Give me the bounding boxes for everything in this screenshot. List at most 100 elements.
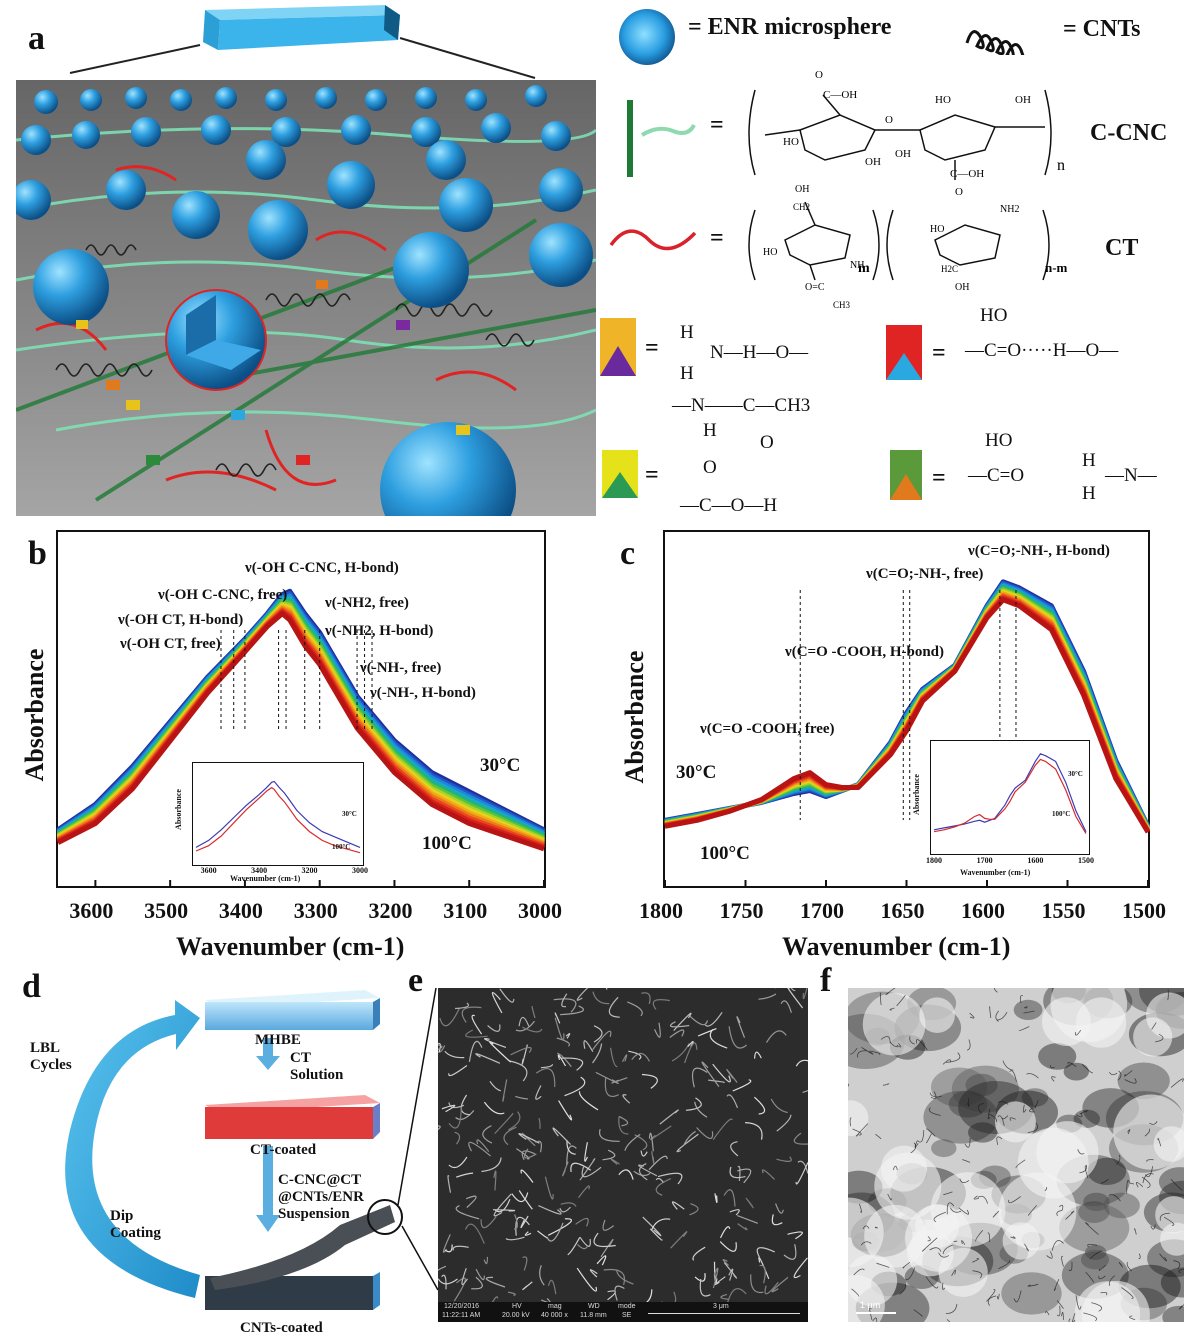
sem-nanotube — [535, 1085, 542, 1100]
sem-nanotube — [522, 1281, 533, 1291]
sem-nanotube — [714, 1193, 718, 1204]
tem-nanotube — [1127, 1129, 1131, 1135]
tem-nanotube — [1149, 1121, 1158, 1125]
sem-nanotube — [559, 1206, 571, 1213]
tem-nanotube — [925, 1276, 939, 1289]
sem-nanotube — [556, 1037, 571, 1047]
tem-nanotube — [1170, 1078, 1184, 1088]
tem-nanotube — [889, 1007, 895, 1011]
tem-cnt-cluster — [1063, 1062, 1089, 1081]
sem-nanotube — [508, 1111, 521, 1131]
tem-nanotube — [902, 1261, 911, 1269]
panel-c-tick-label: 1600 — [961, 898, 1005, 923]
tem-nanotube — [987, 1232, 991, 1243]
tem-nanotube — [1071, 1313, 1076, 1322]
sem-nanotube — [642, 1216, 662, 1237]
hbond-ho-1: HO — [980, 305, 1008, 326]
sem-nanotube — [802, 1089, 808, 1093]
svg-text:O: O — [955, 186, 963, 198]
panel-c-inset-xlabel: Wavenumber (cm-1) — [960, 868, 1031, 877]
sem-nanotube — [502, 1079, 508, 1102]
tem-nanotube — [1167, 989, 1169, 1001]
sem-nanotube — [558, 1100, 573, 1121]
tem-nanotube — [1045, 1311, 1050, 1316]
panel-c-peak-3: ν(C=O -COOH, H-bond) — [785, 644, 945, 660]
panel-label-b: b — [28, 535, 47, 572]
sem-nanotube — [627, 1001, 643, 1017]
sem-nanotube — [606, 988, 608, 990]
tem-nanotube — [1068, 1318, 1071, 1322]
sem-nanotube — [454, 1131, 461, 1145]
sem-nanotube — [719, 1241, 737, 1252]
panel-b-tick-label: 3300 — [293, 898, 338, 923]
hbond-h-mid: H — [703, 420, 717, 441]
tem-nanotube — [861, 1047, 874, 1055]
tem-nanotube — [1023, 1006, 1028, 1009]
sem-nanotube — [455, 1172, 474, 1178]
hbond-h-right-bottom: H — [1082, 483, 1096, 504]
panel-c-inset-t-low: 100°C — [1052, 810, 1071, 818]
tem-cnt-cluster — [931, 1067, 988, 1107]
panel-c-tick-label: 1700 — [800, 898, 844, 923]
tem-nanotube — [1155, 1033, 1164, 1043]
tem-nanotube — [1009, 1117, 1016, 1121]
sem-scale: 3 μm — [713, 1303, 729, 1310]
panel-c-inset-spectrum — [933, 753, 1087, 834]
sem-nanotube — [453, 1277, 466, 1302]
tem-nanotube — [945, 1303, 958, 1314]
sem-nanotube — [546, 1222, 564, 1242]
sem-nanotube — [730, 1141, 739, 1157]
tem-nanotube — [880, 1036, 891, 1044]
sem-nanotube — [726, 1288, 747, 1306]
panel-f-tem-image — [848, 988, 1184, 1322]
ct-legend-icon — [609, 229, 697, 251]
sem-nanotube — [483, 1256, 489, 1265]
sem-nanotube — [441, 1104, 456, 1113]
panel-b-peak-6: ν(-OH CT, free) — [120, 636, 221, 652]
tem-nanotube — [1142, 1173, 1154, 1184]
sem-hv-value: 20.00 kV — [502, 1312, 530, 1319]
sem-nanotube — [699, 1279, 711, 1297]
svg-text:O: O — [815, 69, 823, 81]
sem-nanotube — [482, 1125, 493, 1144]
tem-nanotube — [1049, 1065, 1055, 1069]
tem-nanotube — [892, 1165, 898, 1171]
sem-wd: WD — [588, 1303, 600, 1310]
tem-nanotube — [1019, 995, 1023, 1003]
hbond-cooh-bottom: —C—O—H — [680, 495, 778, 516]
panel-b-inset-t-low: 100°C — [332, 843, 351, 851]
tem-nanotube — [997, 1115, 1005, 1126]
tem-nanotube — [946, 1052, 961, 1063]
tem-nanotube — [994, 988, 998, 993]
panel-b-tick-label: 3200 — [368, 898, 413, 923]
svg-text:OH: OH — [895, 148, 911, 160]
tem-nanotube — [949, 1207, 962, 1213]
tem-nanotube — [869, 1050, 881, 1055]
sem-nanotube — [723, 1189, 736, 1207]
panel-f-scale-bar — [856, 1312, 896, 1314]
tem-bright-region — [848, 1197, 884, 1268]
svg-text:m: m — [858, 261, 870, 276]
tem-nanotube — [1061, 1311, 1064, 1320]
sem-nanotube — [694, 1273, 706, 1282]
tem-bright-region — [1155, 1196, 1184, 1234]
sem-nanotube — [539, 1265, 545, 1286]
tem-nanotube — [1159, 1253, 1167, 1262]
sem-nanotube — [438, 1265, 447, 1272]
hbond-eq-3: = — [645, 462, 659, 488]
sem-nanotube — [518, 1016, 530, 1027]
sem-nanotube — [618, 1116, 629, 1135]
tem-bright-region — [994, 1101, 1036, 1143]
ccnc-equals: = — [710, 112, 724, 138]
sem-nanotube — [581, 1166, 602, 1178]
cnt-coil-icon — [965, 30, 1025, 55]
sem-nanotube — [518, 1133, 540, 1144]
tem-nanotube — [1173, 1260, 1181, 1270]
tem-nanotube — [930, 1091, 937, 1099]
sem-nanotube — [793, 1132, 808, 1145]
sem-nanotube — [540, 1064, 553, 1069]
sem-nanotube — [671, 1201, 685, 1210]
tem-nanotube — [1124, 1078, 1137, 1084]
svg-text:H2C: H2C — [941, 264, 958, 274]
ccnc-legend-icon — [627, 100, 696, 177]
